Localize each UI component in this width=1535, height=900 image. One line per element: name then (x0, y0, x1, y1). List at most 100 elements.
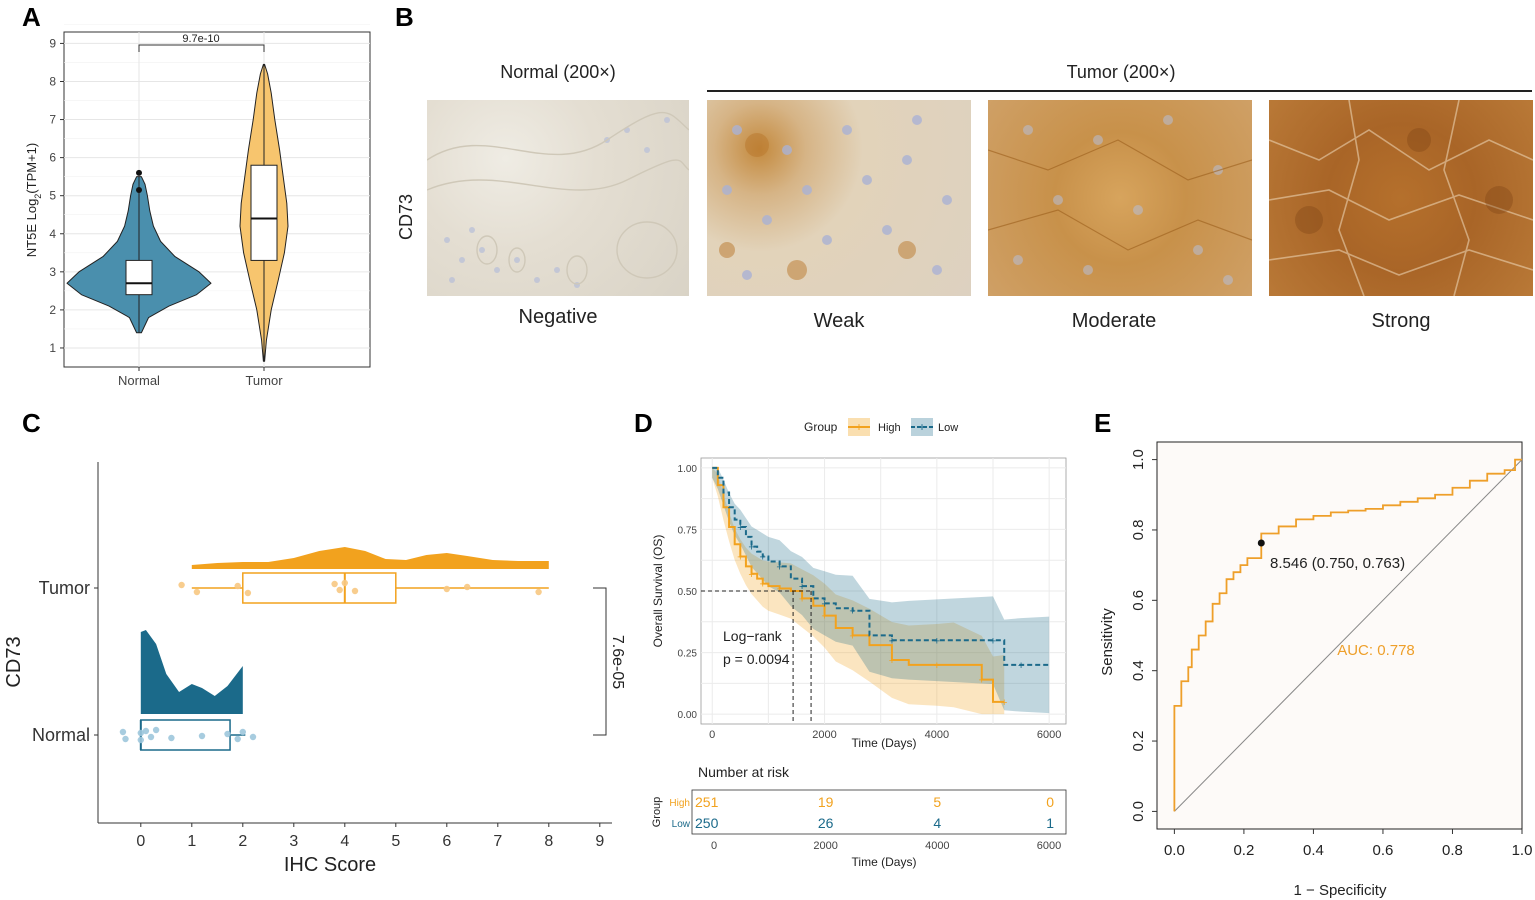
risk-count: 5 (933, 794, 941, 810)
significance-bracket: 9.7e-10 (138, 33, 265, 52)
axes: Tumor Normal (32, 462, 612, 824)
risk-count: 4 (933, 815, 941, 831)
risk-table: High 251 19 5 0 Low 250 26 4 1 0 2000 4000 6000 (669, 794, 1061, 852)
data-point (178, 581, 185, 589)
x-tick-label: Tumor (245, 373, 283, 388)
censor-mark: + (934, 660, 940, 672)
x-tick-label: 6000 (1037, 729, 1061, 741)
p-value-label: 7.6e-05 (609, 635, 625, 689)
x-ticks: Normal Tumor (118, 367, 283, 388)
censor-mark: + (799, 581, 805, 593)
y-tick-label: 9 (49, 36, 56, 50)
density-clouds (140, 547, 549, 714)
x-tick-label: 0.2 (1233, 842, 1254, 859)
risk-x-tick: 4000 (925, 840, 949, 852)
data-point (341, 579, 348, 587)
y-tick-label: 6 (49, 151, 56, 165)
axis-ticks: 0.0 0.2 0.4 0.6 0.8 1.0 0.0 0.2 0.4 0.6 0.8 1.0 (1130, 449, 1532, 859)
censor-mark: + (990, 635, 996, 647)
cutoff-point (1257, 539, 1265, 547)
violin-chart: 1 2 3 4 5 6 7 8 9 Normal Tumor 9.7e-10 NT5E Log2(… (24, 24, 371, 388)
curve-low (712, 466, 1050, 666)
data-point (249, 733, 257, 741)
y-tick-label: 0.4 (1130, 660, 1147, 681)
outlier-point (136, 169, 142, 176)
auc-label: AUC: 0.778 (1337, 642, 1415, 659)
data-point (244, 589, 252, 597)
data-point (331, 580, 338, 588)
panel-label-d: D (634, 408, 653, 438)
risk-count: 26 (818, 815, 834, 831)
y-axis-title: CD73 (3, 636, 25, 687)
ihc-image-weak (707, 100, 971, 296)
panel-label-a: A (22, 2, 41, 32)
image-label-moderate: Moderate (1071, 310, 1157, 332)
x-axis-title: Time (Days) (852, 736, 917, 750)
risk-row-label: Low (672, 819, 691, 830)
x-tick-label: 1 (187, 833, 196, 850)
risk-count: 0 (1046, 794, 1054, 810)
censor-mark: + (776, 584, 782, 596)
panel-label-c: C (22, 408, 41, 438)
x-tick-label: 0.0 (1164, 842, 1185, 859)
y-axis-title: NT5E Log2(TPM+1) (24, 143, 43, 257)
y-tick-label: 2 (49, 303, 56, 317)
violin-bodies (66, 63, 289, 362)
risk-count: 251 (695, 794, 719, 810)
data-point (142, 727, 150, 735)
raincloud-chart: Tumor Normal 0 1 2 3 4 5 6 7 8 9 7.6e-05 IHC Score… (3, 462, 625, 876)
censor-mark: + (776, 561, 782, 573)
x-tick-label: 2000 (812, 729, 836, 741)
x-tick-label: 0.4 (1303, 842, 1324, 859)
data-point (119, 728, 127, 736)
roc-chart: 0.0 0.2 0.4 0.6 0.8 1.0 0.0 0.2 0.4 0.6 0.8 1.0 AUC… (1099, 441, 1532, 899)
y-tick-label: 5 (49, 189, 56, 203)
image-label-weak: Weak (813, 310, 865, 332)
x-tick-label: 0 (136, 833, 145, 850)
y-tick-label: 0.50 (678, 587, 698, 598)
data-point (351, 587, 359, 595)
legend-title: Group (804, 420, 838, 434)
censor-mark: + (1018, 660, 1024, 672)
data-point (224, 730, 231, 738)
y-tick-label: 3 (49, 265, 56, 279)
censor-mark: + (821, 598, 827, 610)
roc-line (1173, 458, 1522, 812)
row-label-cd73: CD73 (396, 193, 416, 240)
data-point (443, 585, 450, 593)
x-tick-label: 1.0 (1512, 842, 1533, 859)
x-tick-label: Normal (118, 373, 160, 388)
risk-count: 1 (1046, 815, 1054, 831)
data-point (137, 736, 144, 744)
data-point (336, 586, 343, 594)
x-tick-label: 2 (238, 833, 247, 850)
risk-table-frame (691, 789, 1067, 835)
censor-mark: + (737, 522, 743, 534)
risk-table-xlabel: Time (Days) (852, 855, 917, 869)
panel-label-e: E (1094, 408, 1112, 438)
censor-mark: + (849, 630, 855, 642)
km-chart: Group + High + Low +++ +++++ +++++++++++ + +… (651, 418, 1067, 869)
logrank-pvalue: p = 0.0094 (723, 651, 790, 667)
data-point (137, 729, 144, 737)
y-tick-label: 0.2 (1130, 731, 1147, 752)
jitter-points (119, 579, 542, 744)
box-tumor (242, 572, 397, 604)
risk-x-tick: 6000 (1037, 840, 1061, 852)
y-ticks: 1 2 3 4 5 6 7 8 9 (49, 36, 64, 355)
censor-mark: + (799, 593, 805, 605)
censor-mark: + (748, 569, 754, 581)
roc-plot-area (1156, 441, 1523, 830)
p-value-label: 9.7e-10 (182, 33, 219, 45)
censor-mark: + (889, 635, 895, 647)
data-point (234, 735, 241, 743)
y-tick-label: 1.00 (678, 464, 698, 475)
plot-background (63, 31, 371, 368)
box-normal (140, 719, 231, 751)
outlier-point (136, 186, 142, 193)
x-tick-label: 8 (544, 833, 553, 850)
censor-mark: + (821, 611, 827, 623)
data-point (152, 726, 160, 734)
curve-high (712, 466, 1005, 703)
x-tick-label: 0 (709, 729, 715, 741)
